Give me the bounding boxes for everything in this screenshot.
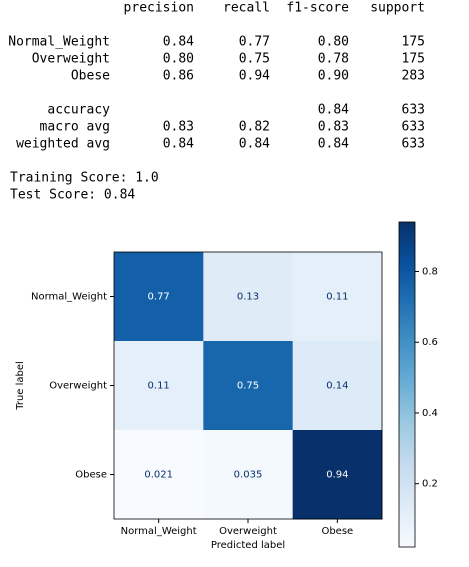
score-line: Test Score: 0.84 — [10, 188, 135, 203]
heatmap-cell — [292, 252, 383, 342]
colorbar-tick-label: 0.4 — [422, 408, 438, 419]
report-header: support — [370, 1, 425, 16]
colorbar-tick-label: 0.8 — [422, 267, 438, 278]
report-cell: 0.86 — [163, 69, 194, 84]
colorbar-tick-label: 0.6 — [422, 337, 438, 348]
report-cell: 0.83 — [318, 120, 349, 135]
y-tick-label: Normal_Weight — [31, 292, 107, 303]
heatmap-cell — [292, 341, 383, 431]
report-cell: 0.90 — [318, 69, 349, 84]
cell-label: 0.11 — [148, 381, 170, 392]
cell-label: 0.75 — [237, 381, 259, 392]
cell-label: 0.035 — [234, 470, 263, 481]
report-header: precision — [124, 1, 194, 16]
report-cell: 283 — [402, 69, 425, 84]
report-cell: 0.84 — [318, 137, 349, 152]
report-cell: 633 — [402, 120, 425, 135]
y-axis-label: True label — [15, 361, 26, 411]
report-cell: 0.84 — [163, 35, 194, 50]
report-cell: 0.80 — [318, 35, 349, 50]
report-cell: 0.94 — [239, 69, 270, 84]
report-cell: 633 — [402, 103, 425, 118]
report-cell: 175 — [402, 35, 425, 50]
cell-label: 0.11 — [326, 292, 348, 303]
cell-label: 0.14 — [326, 381, 348, 392]
x-tick-label: Overweight — [219, 526, 277, 537]
colorbar — [398, 221, 416, 548]
report-cell: 0.80 — [163, 52, 194, 67]
report-cell: 0.78 — [318, 52, 349, 67]
score-line: Training Score: 1.0 — [10, 171, 159, 186]
report-cell: 0.84 — [163, 137, 194, 152]
report-header: recall — [223, 1, 270, 16]
report-row-label: macro avg — [40, 120, 110, 135]
heatmap-cell — [203, 430, 294, 520]
report-row-label: Overweight — [32, 52, 110, 67]
report-cell: 0.83 — [163, 120, 194, 135]
heatmap-cell — [114, 341, 204, 431]
heatmap-cell — [114, 252, 204, 342]
report-cell: 175 — [402, 52, 425, 67]
report-row-label: Normal_Weight — [8, 35, 110, 50]
report-cell: 0.75 — [239, 52, 270, 67]
report-cell: 0.84 — [318, 103, 349, 118]
report-row-label: weighted avg — [16, 137, 110, 152]
report-cell: 633 — [402, 137, 425, 152]
report-cell: 0.77 — [239, 35, 270, 50]
y-tick-label: Overweight — [49, 381, 107, 392]
x-axis-label: Predicted label — [211, 540, 285, 551]
cell-label: 0.021 — [144, 470, 173, 481]
heatmap-cell — [114, 430, 204, 520]
heatmap-cell — [292, 430, 383, 520]
cell-label: 0.13 — [237, 292, 259, 303]
y-tick-label: Obese — [75, 470, 107, 481]
x-tick-label: Obese — [321, 526, 353, 537]
colorbar-tick-label: 0.2 — [422, 479, 438, 490]
report-cell: 0.82 — [239, 120, 270, 135]
report-header: f1-score — [286, 1, 349, 16]
cell-label: 0.94 — [326, 470, 348, 481]
report-row-label: accuracy — [47, 103, 110, 118]
heatmap-cell — [203, 341, 294, 431]
report-row-label: Obese — [71, 69, 110, 84]
x-tick-label: Normal_Weight — [121, 526, 197, 537]
cell-label: 0.77 — [148, 292, 170, 303]
report-cell: 0.84 — [239, 137, 270, 152]
heatmap-cell — [203, 252, 294, 342]
